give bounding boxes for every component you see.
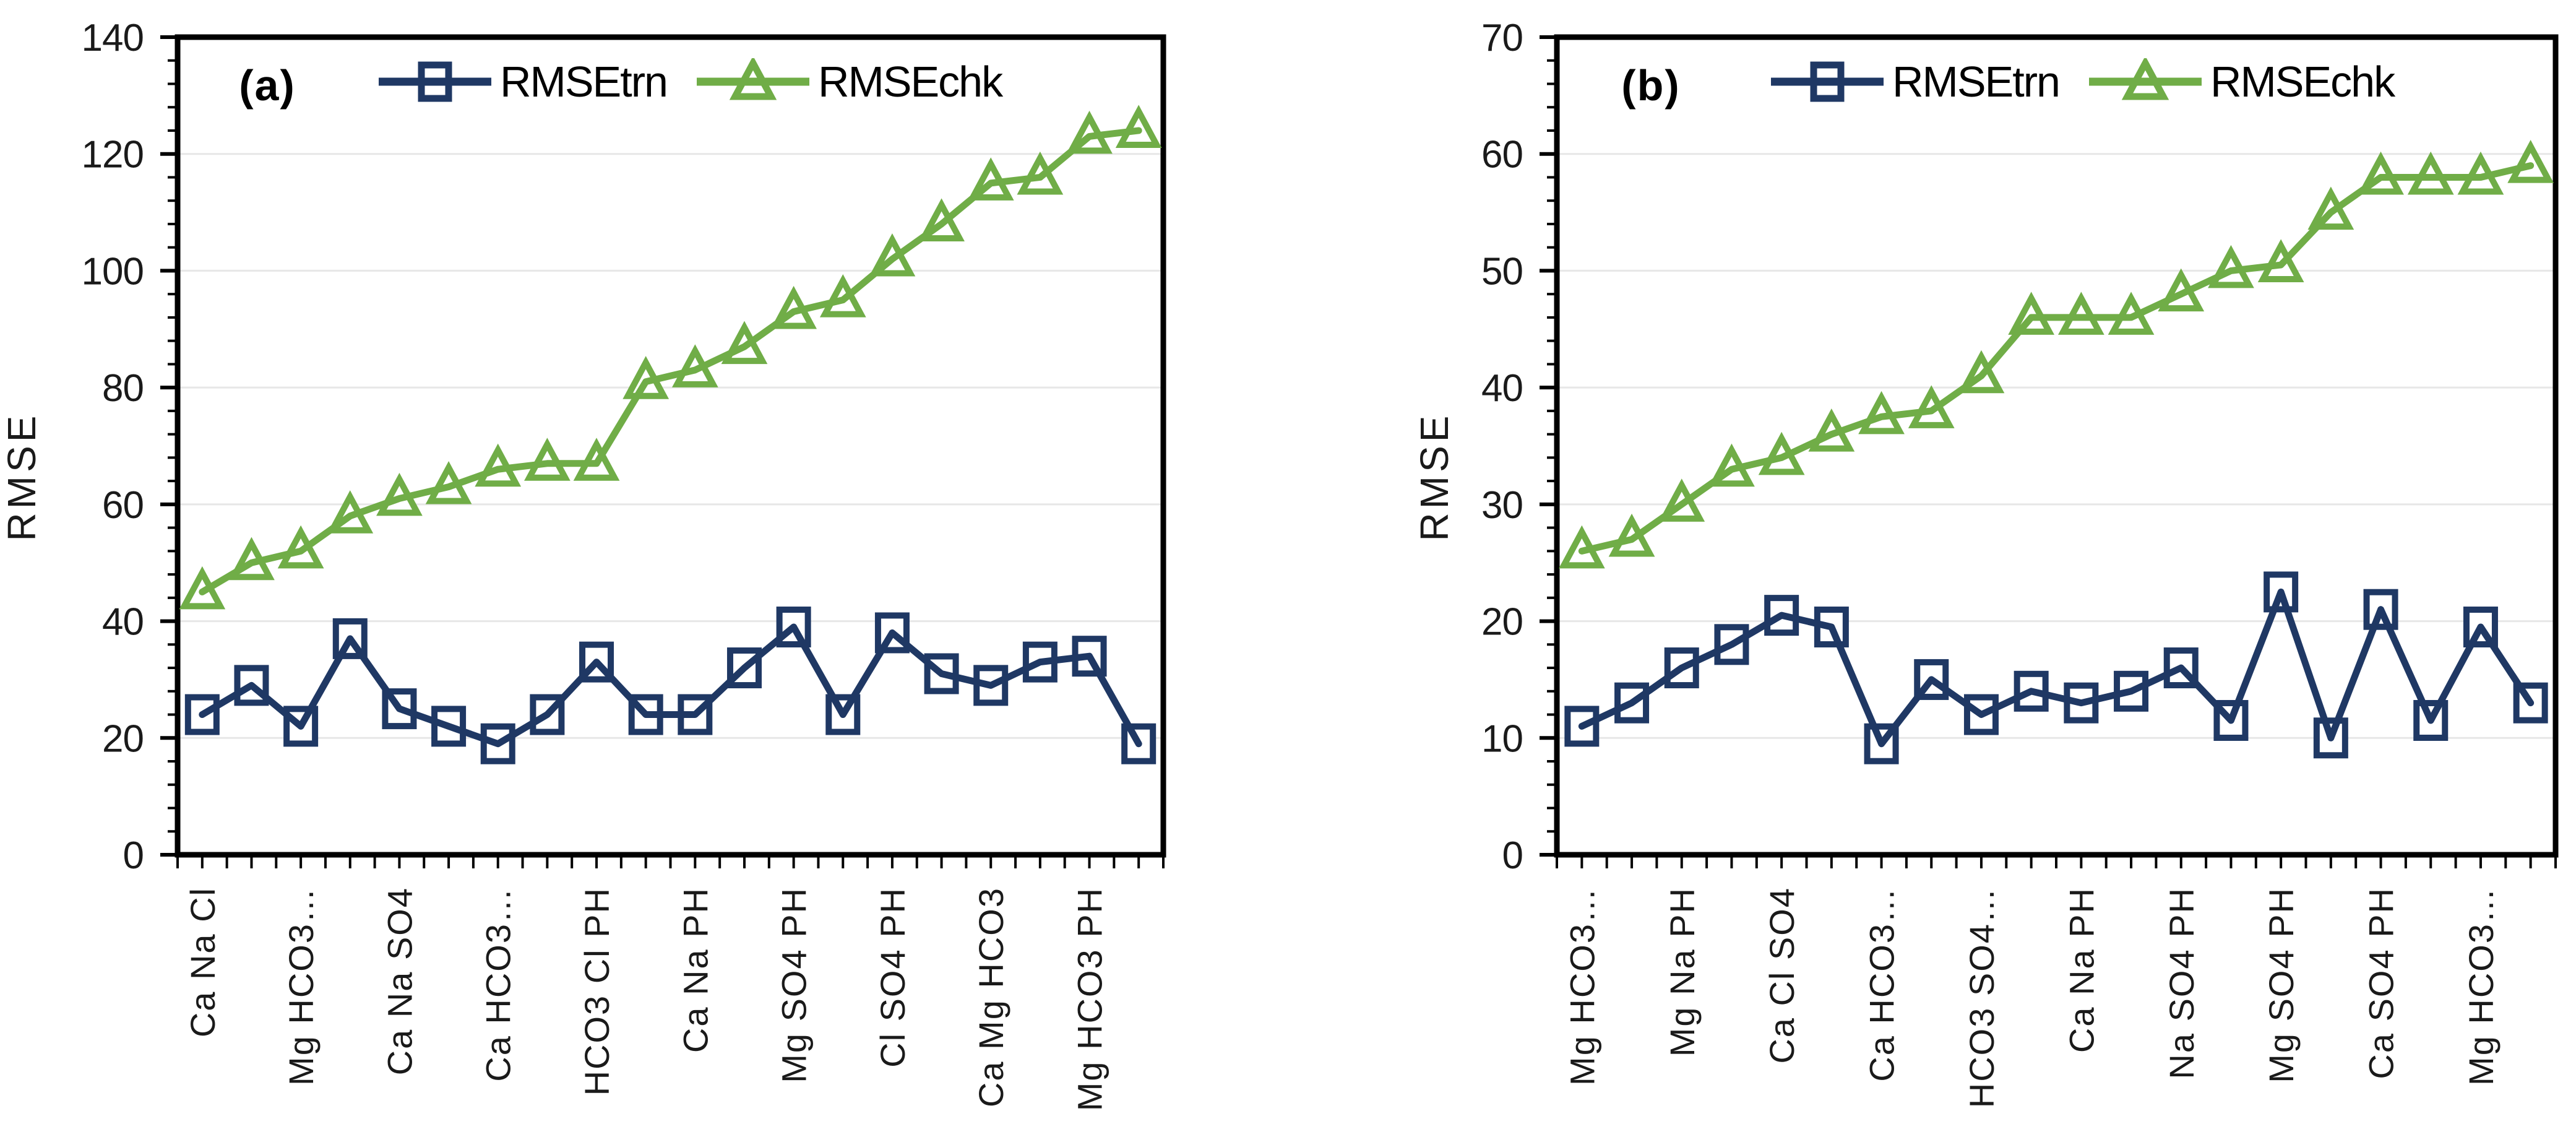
y-tick-label: 70 [1481, 17, 1523, 59]
y-tick-label: 60 [1481, 134, 1523, 176]
panel-label-b: (b) [1621, 61, 1681, 110]
x-category-labels: Mg HCO3… Mg Na PH Ca Cl SO4 Ca HCO3… HCO3 SO… [1562, 887, 2501, 1108]
x-category-label: Mg SO4 PH [2262, 887, 2301, 1083]
rmsetrn-line-square-icon [1771, 61, 1884, 102]
gridlines [178, 153, 1163, 739]
rmsechk-line-triangle-icon [696, 58, 809, 100]
y-tick-label: 40 [102, 601, 144, 644]
x-axis-ticks [1556, 855, 2557, 868]
chart-panel-b: 0 10 20 30 40 50 60 70 Mg HCO3… Mg Na PH Ca Cl SO4… [1481, 17, 2559, 1108]
y-tick-label: 120 [82, 134, 144, 176]
y-tick-label: 80 [102, 367, 144, 410]
y-tick-label: 0 [123, 834, 144, 877]
RMSEchk-line [1578, 162, 2535, 555]
x-category-label: Na SO4 PH [2162, 887, 2201, 1079]
y-axis-ticks [160, 35, 178, 857]
y-tick-label: 100 [82, 250, 144, 293]
data-point-square [1614, 682, 1650, 724]
legend-item-rmsechk: RMSEchk [694, 58, 1003, 106]
series-RMSEtrn [1564, 571, 2548, 764]
rmsechk-line-triangle-icon [2088, 58, 2202, 100]
legend-a: RMSEtrn RMSEchk [376, 58, 1003, 106]
x-category-label: Ca SO4 PH [2362, 887, 2401, 1079]
y-tick-label: 10 [1481, 717, 1523, 760]
legend-item-rmsetrn: RMSEtrn [1768, 58, 2061, 106]
x-category-label: Ca HCO3… [479, 887, 518, 1082]
legend-item-rmsetrn: RMSEtrn [376, 58, 668, 106]
series-RMSEtrn [184, 607, 1157, 764]
y-tick-labels: 0 20 40 60 80 100 120 140 [82, 17, 144, 877]
x-category-label: Ca Mg HCO3 [971, 887, 1010, 1107]
x-category-label: HCO3 SO4… [1962, 887, 2001, 1108]
x-category-label: Ca HCO3… [1863, 887, 1902, 1082]
x-category-label: Ca Na PH [2062, 887, 2101, 1053]
y-axis-ticks [1540, 35, 1557, 857]
x-category-label: Mg HCO3… [2462, 887, 2501, 1086]
y-tick-label: 140 [82, 17, 144, 59]
x-category-label: Mg SO4 PH [775, 887, 814, 1083]
RMSEtrn-line [1578, 588, 2535, 748]
y-tick-label: 20 [102, 717, 144, 760]
legend-label-rmsetrn: RMSEtrn [1892, 58, 2061, 106]
x-category-label: Ca Na PH [676, 887, 715, 1053]
legend-label-rmsechk: RMSEchk [2210, 58, 2395, 106]
rmsetrn-line-square-icon [379, 61, 491, 102]
panel-label-a: (a) [239, 61, 296, 110]
data-point-square [1963, 694, 1999, 735]
x-category-label: Mg Na PH [1663, 887, 1702, 1057]
y-axis-title-a: RMSE [0, 412, 44, 542]
x-category-label: Mg HCO3 PH [1070, 887, 1109, 1111]
x-category-label: HCO3 Cl PH [577, 887, 616, 1096]
data-point-square [184, 694, 220, 735]
RMSEchk-line [199, 127, 1142, 595]
legend-item-rmsechk: RMSEchk [2087, 58, 2395, 106]
y-tick-label: 20 [1481, 601, 1523, 644]
data-point-square [530, 694, 565, 735]
y-tick-label: 30 [1481, 484, 1523, 527]
x-category-label: Mg HCO3… [282, 887, 321, 1086]
legend-label-rmsetrn: RMSEtrn [500, 58, 668, 106]
x-axis-ticks [176, 855, 1165, 868]
gridlines [1557, 153, 2556, 739]
y-tick-labels: 0 10 20 30 40 50 60 70 [1481, 17, 1523, 877]
x-category-label: Ca Na SO4 [380, 887, 419, 1075]
x-category-label: Mg HCO3… [1562, 887, 1601, 1086]
x-category-label: Cl SO4 PH [873, 887, 912, 1068]
y-tick-label: 0 [1502, 834, 1523, 877]
RMSEtrn-markers [1564, 571, 2548, 764]
legend-label-rmsechk: RMSEchk [817, 58, 1003, 106]
y-axis-title-b: RMSE [1412, 412, 1457, 542]
x-category-label: Ca Na Cl [183, 887, 222, 1037]
x-category-labels: Ca Na Cl Mg HCO3… Ca Na SO4 Ca HCO3… HCO3 Cl… [183, 887, 1109, 1111]
y-tick-label: 60 [102, 484, 144, 527]
x-category-label: Ca Cl SO4 [1762, 887, 1801, 1064]
RMSEchk-markers [1558, 140, 2554, 569]
legend-b: RMSEtrn RMSEchk [1768, 58, 2395, 106]
RMSEtrn-line [199, 623, 1142, 748]
plot-border [174, 34, 1166, 858]
series-RMSEchk [179, 105, 1162, 610]
series-RMSEchk [1558, 140, 2554, 569]
y-tick-label: 40 [1481, 367, 1523, 410]
y-tick-label: 50 [1481, 250, 1523, 293]
plot-border [1554, 34, 2559, 858]
